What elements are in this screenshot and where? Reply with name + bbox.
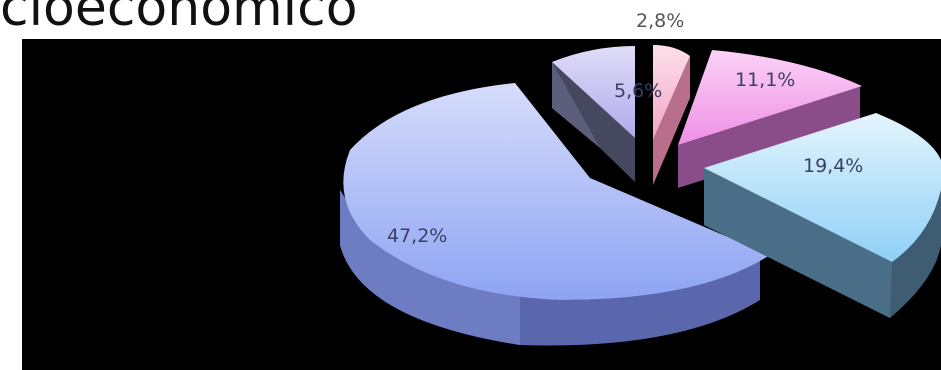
pie-slice-47 [340,83,770,346]
pie-slice-5 [552,46,635,182]
pie-slice-2 [653,45,690,185]
pie-label-19: 19,4% [803,155,863,177]
pie-label-11: 11,1% [735,69,795,91]
pie-label-2: 2,8% [636,10,684,32]
pie-label-5: 5,6% [614,80,662,102]
pie-label-47: 47,2% [387,225,447,247]
pie-slice-19 [704,113,941,318]
slide-heading: cioeconómico [0,0,358,38]
